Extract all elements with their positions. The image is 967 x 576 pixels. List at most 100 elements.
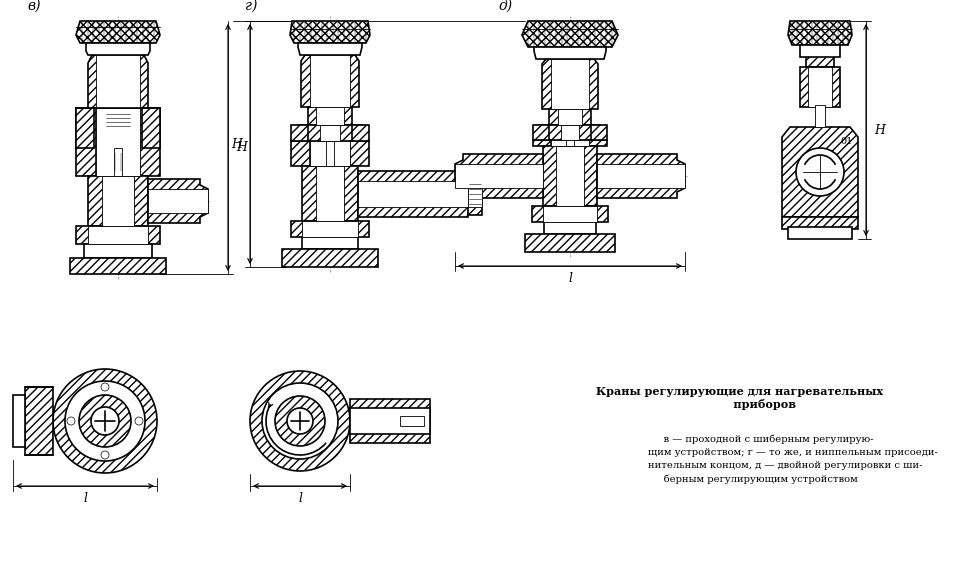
Text: l: l — [83, 492, 87, 505]
Polygon shape — [788, 21, 852, 45]
Bar — [350, 399, 430, 443]
Bar — [308, 107, 352, 125]
Circle shape — [91, 407, 119, 435]
Bar — [800, 45, 840, 57]
Bar — [310, 55, 350, 107]
Text: Краны регулирующие для нагревательных
             приборов: Краны регулирующие для нагревательных пр… — [597, 386, 884, 410]
Text: 01: 01 — [840, 138, 852, 146]
Polygon shape — [532, 206, 608, 222]
Text: в — проходной с шиберным регулирую-
щим устройством; г — то же, и ниппельным при: в — проходной с шиберным регулирую- щим … — [648, 434, 938, 484]
Circle shape — [79, 395, 131, 447]
Polygon shape — [291, 221, 369, 237]
Bar — [556, 146, 584, 206]
Bar — [84, 244, 152, 258]
Circle shape — [101, 451, 109, 459]
Polygon shape — [88, 176, 148, 226]
Polygon shape — [96, 55, 140, 110]
Bar — [551, 140, 589, 146]
Bar — [544, 222, 596, 234]
Polygon shape — [86, 43, 150, 55]
Bar — [102, 176, 134, 226]
Polygon shape — [589, 140, 607, 146]
Text: д): д) — [498, 0, 513, 13]
Polygon shape — [455, 154, 543, 198]
Bar — [148, 189, 208, 213]
Text: г): г) — [245, 0, 257, 13]
Bar — [808, 67, 832, 107]
Bar — [358, 181, 468, 207]
Polygon shape — [533, 125, 549, 140]
Polygon shape — [597, 154, 685, 198]
Bar — [302, 221, 358, 237]
Bar — [561, 125, 579, 140]
Bar — [25, 387, 53, 455]
Bar — [597, 164, 685, 188]
Polygon shape — [352, 125, 369, 141]
Polygon shape — [591, 125, 607, 140]
Polygon shape — [301, 55, 359, 107]
Bar — [108, 130, 128, 148]
Polygon shape — [140, 108, 160, 176]
Polygon shape — [525, 234, 615, 252]
Bar — [298, 125, 362, 141]
Circle shape — [275, 396, 325, 446]
Polygon shape — [88, 55, 148, 110]
Bar — [566, 140, 574, 146]
Polygon shape — [94, 110, 142, 130]
Polygon shape — [282, 249, 378, 267]
Polygon shape — [522, 21, 618, 47]
Polygon shape — [76, 21, 160, 43]
Bar — [13, 395, 25, 447]
Bar — [350, 408, 430, 434]
Bar — [558, 109, 582, 125]
Bar — [326, 141, 334, 166]
Bar — [782, 217, 858, 229]
Polygon shape — [142, 108, 160, 148]
Bar — [88, 226, 148, 244]
Circle shape — [53, 369, 157, 473]
Polygon shape — [534, 47, 606, 59]
Bar — [543, 206, 597, 222]
Polygon shape — [290, 21, 370, 43]
Bar — [788, 227, 852, 239]
Polygon shape — [782, 127, 858, 217]
Text: H: H — [874, 123, 885, 137]
Circle shape — [287, 408, 313, 434]
Bar — [320, 125, 340, 141]
Bar — [468, 173, 482, 215]
Polygon shape — [76, 226, 160, 244]
Bar — [540, 125, 600, 140]
Bar — [800, 67, 840, 107]
Polygon shape — [76, 108, 96, 176]
Text: H: H — [236, 141, 247, 154]
Bar — [815, 105, 825, 127]
Bar — [96, 108, 140, 176]
Polygon shape — [100, 130, 136, 148]
Circle shape — [101, 383, 109, 391]
Bar — [316, 107, 344, 125]
Circle shape — [796, 148, 844, 196]
Bar — [806, 55, 834, 67]
Bar — [400, 416, 424, 426]
Circle shape — [135, 417, 143, 425]
Bar — [468, 181, 482, 207]
Circle shape — [262, 383, 338, 459]
Circle shape — [250, 371, 350, 471]
Polygon shape — [76, 108, 94, 148]
Text: l: l — [568, 272, 572, 285]
Bar — [302, 237, 358, 249]
Bar — [310, 141, 350, 166]
Polygon shape — [542, 59, 598, 109]
Text: в): в) — [27, 0, 41, 13]
Circle shape — [67, 417, 75, 425]
Bar — [455, 164, 543, 188]
Text: H: H — [231, 138, 242, 150]
Bar — [102, 110, 134, 130]
Polygon shape — [533, 140, 551, 146]
Polygon shape — [70, 258, 166, 274]
Polygon shape — [302, 166, 358, 221]
Polygon shape — [291, 125, 308, 141]
Bar — [114, 148, 122, 176]
Polygon shape — [358, 171, 478, 217]
Bar — [316, 166, 344, 221]
